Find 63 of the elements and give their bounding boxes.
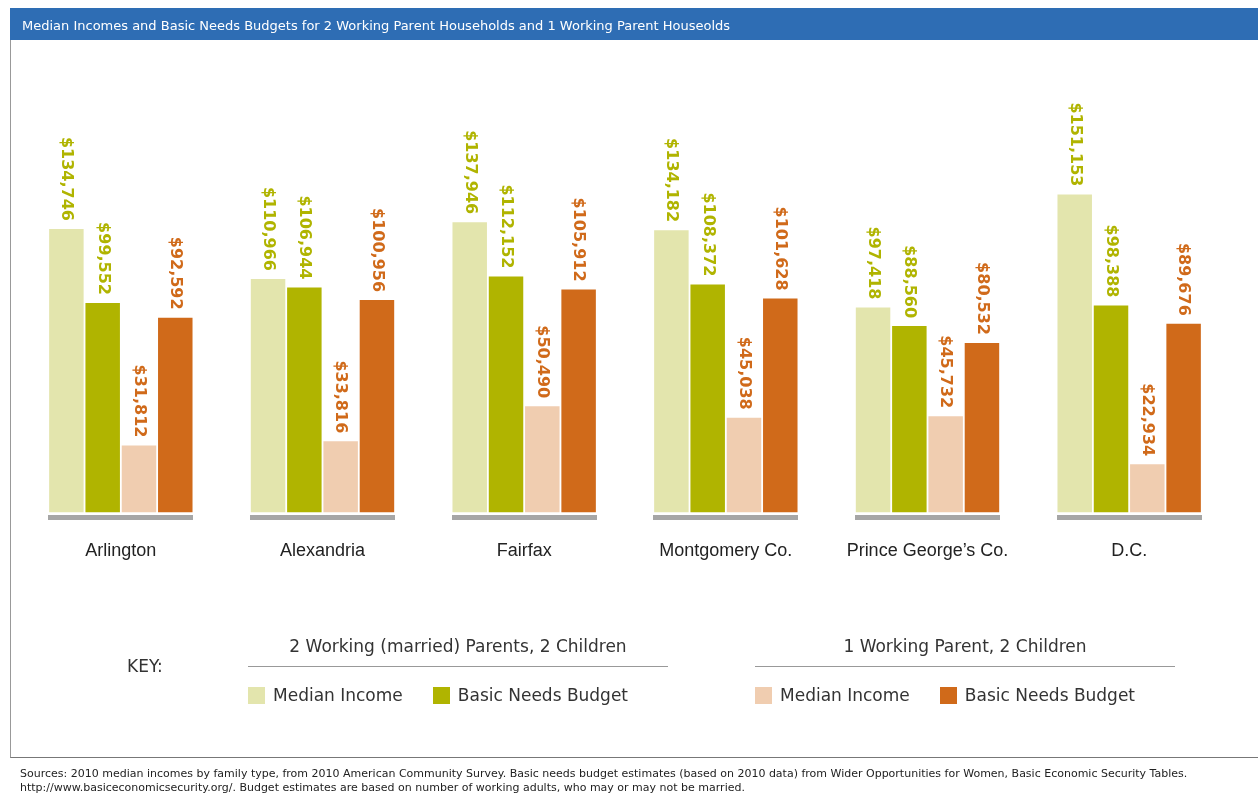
text: 2 Working (married) Parents, 2 Children [248, 636, 668, 667]
bar [1166, 323, 1201, 513]
data-label: $110,966 [259, 186, 279, 271]
bar [690, 284, 725, 513]
x-tick-label: Fairfax [496, 540, 552, 561]
data-label: $105,912 [570, 197, 590, 282]
bar [85, 302, 120, 513]
bar [892, 326, 927, 513]
bar [49, 228, 84, 513]
chart-title: Median Incomes and Basic Needs Budgets for 2 Working Parent Households and 1 Working Parent Houseolds [10, 8, 1258, 40]
text: 1 Working Parent, 2 Children [755, 636, 1175, 667]
legend-label: Median Income [780, 685, 910, 705]
bar [855, 307, 891, 513]
data-label: $33,816 [332, 360, 352, 434]
data-label: $88,560 [901, 245, 921, 319]
bar [763, 298, 798, 513]
bar [726, 417, 762, 513]
data-label: $99,552 [94, 222, 114, 295]
data-label: $31,812 [130, 364, 150, 438]
data-label: $92,592 [167, 236, 187, 310]
source-note: Sources: 2010 median incomes by family type, from 2010 American Community Survey. Basic needs budget estimates (based on 2010 data) from Wider Opportunities for Women, Basic Economic Security Tables. http://www.basiceconomicsecurity.org/. Budget estimates are based on number of working adults, who may or may not be married. [20, 767, 1189, 795]
bar [250, 278, 286, 513]
legend-title: KEY: [127, 656, 163, 676]
legend-label: Median Income [273, 685, 403, 705]
bar [654, 230, 689, 513]
bar [1130, 464, 1165, 513]
x-tick-label: Alexandria [279, 540, 367, 561]
bar [561, 289, 596, 513]
bar [928, 416, 963, 513]
x-tick-label: Prince George’s Co. [846, 540, 1009, 561]
bar [158, 317, 193, 513]
legend-label: Basic Needs Budget [457, 685, 629, 705]
data-label: $134,182 [663, 138, 683, 223]
data-label: $50,490 [534, 325, 554, 399]
bar [359, 300, 395, 513]
bar [323, 441, 358, 513]
x-tick-label: Arlington [85, 540, 157, 561]
legend-label: Basic Needs Budget [964, 685, 1136, 705]
data-label: $106,944 [296, 195, 316, 280]
bar [488, 276, 524, 513]
data-label: $89,676 [1175, 242, 1195, 316]
bar [121, 445, 157, 513]
data-label: $134,746 [58, 136, 78, 221]
bar [287, 287, 322, 513]
data-label: $151,153 [1066, 102, 1086, 187]
bar [964, 343, 1000, 513]
data-label: $112,152 [497, 184, 517, 269]
data-label: $45,038 [735, 336, 755, 410]
data-label: $22,934 [1139, 383, 1159, 457]
data-label: $100,956 [368, 208, 388, 293]
x-tick-label: D.C. [1111, 540, 1148, 561]
bar [1093, 305, 1129, 513]
bar [452, 222, 487, 513]
data-label: $98,388 [1102, 224, 1122, 298]
data-label: $108,372 [699, 192, 719, 277]
data-label: $101,628 [772, 206, 792, 291]
data-label: $80,532 [973, 262, 993, 335]
bar [525, 406, 560, 513]
data-label: $45,732 [937, 335, 957, 409]
data-label: $137,946 [461, 130, 481, 215]
x-tick-label: Montgomery Co. [659, 540, 793, 561]
bar [1057, 194, 1092, 513]
data-label: $97,418 [864, 226, 884, 300]
